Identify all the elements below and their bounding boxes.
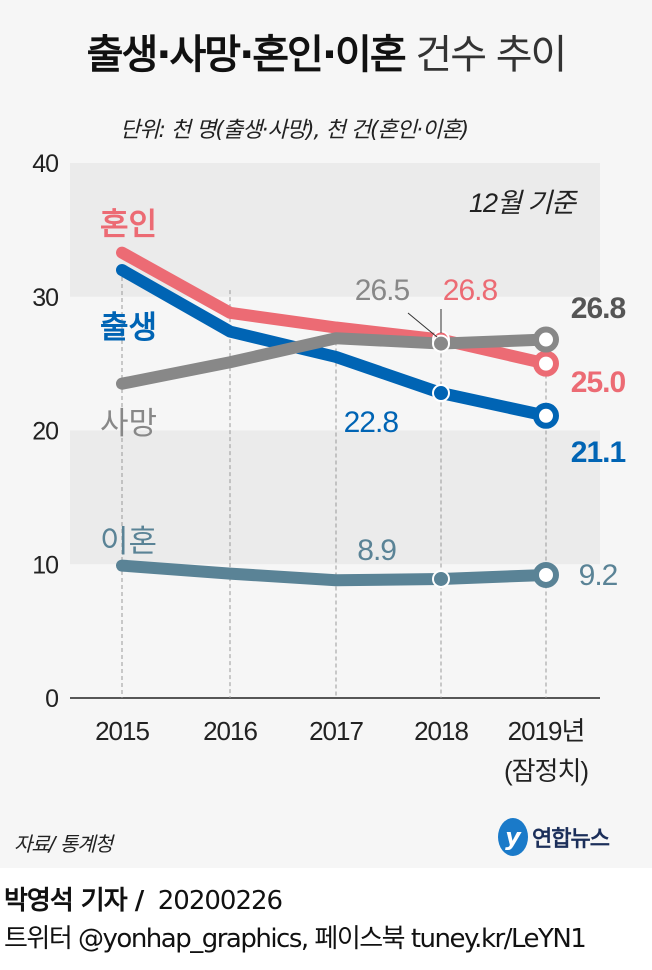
data-point-final (533, 561, 559, 588)
leader-line (407, 312, 438, 338)
x-tick-sublabel: (잠정치) (504, 756, 588, 786)
sns-links: 트위터 @yonhap_graphics, 페이스북 tuney.kr/LeYN… (4, 924, 587, 954)
data-point (432, 384, 450, 403)
y-tick-label: 30 (32, 284, 58, 312)
value-label: 9.2 (579, 559, 618, 592)
series-line-이혼 (116, 559, 552, 587)
page-title: 출생·사망·혼인·이혼 건수 추이 (0, 22, 652, 80)
logo-mark-icon: y (498, 818, 528, 856)
y-tick-label: 0 (45, 685, 58, 713)
source-note: 자료/ 통계청 (14, 832, 113, 856)
value-label: 26.5 (355, 274, 410, 307)
y-tick-label: 10 (32, 551, 58, 579)
yonhap-logo: y 연합뉴스 (498, 818, 610, 856)
x-tick-label: 2018 (414, 716, 468, 746)
value-label: 26.8 (443, 274, 498, 307)
series-name-label: 혼인 (100, 207, 157, 242)
reporter: 박영석 기자 / (4, 886, 144, 916)
data-point-final (533, 326, 559, 353)
value-label: 26.8 (571, 292, 626, 325)
value-label: 22.8 (344, 406, 399, 439)
series-name-label: 출생 (100, 310, 157, 345)
date: 20200226 (157, 886, 283, 916)
y-tick-label: 40 (32, 150, 58, 178)
data-point-final (533, 402, 559, 429)
title-bold: 출생·사망·혼인·이혼 (86, 32, 407, 78)
value-label: 25.0 (571, 366, 626, 399)
x-tick-label: 2016 (203, 716, 257, 746)
series-line-사망 (116, 332, 552, 390)
series-name-label: 이혼 (100, 524, 157, 559)
data-point (432, 569, 450, 588)
byline: 박영석 기자 / 20200226 (4, 880, 283, 917)
line-chart: 0 10 20 30 40 2015 2016 2017 2018 2019년 (잠정치) 12월 기… (32, 150, 626, 786)
value-label: 21.1 (571, 436, 626, 469)
logo-text: 연합뉴스 (532, 827, 610, 852)
series-line-출생 (116, 264, 552, 422)
title-light: 건수 추이 (415, 32, 567, 78)
x-tick-label: 2019년 (508, 716, 585, 746)
x-tick-label: 2015 (95, 716, 149, 746)
value-label: 8.9 (357, 534, 396, 567)
y-tick-label: 20 (32, 418, 58, 446)
data-point (432, 334, 450, 353)
data-point-final (533, 350, 559, 377)
unit-note: 단위: 천 명(출생·사망), 천 건(혼인·이혼) (120, 118, 469, 143)
x-tick-label: 2017 (309, 716, 363, 746)
series-name-label: 사망 (100, 406, 157, 441)
basis-note: 12월 기준 (469, 188, 578, 218)
grid-band (70, 430, 600, 565)
